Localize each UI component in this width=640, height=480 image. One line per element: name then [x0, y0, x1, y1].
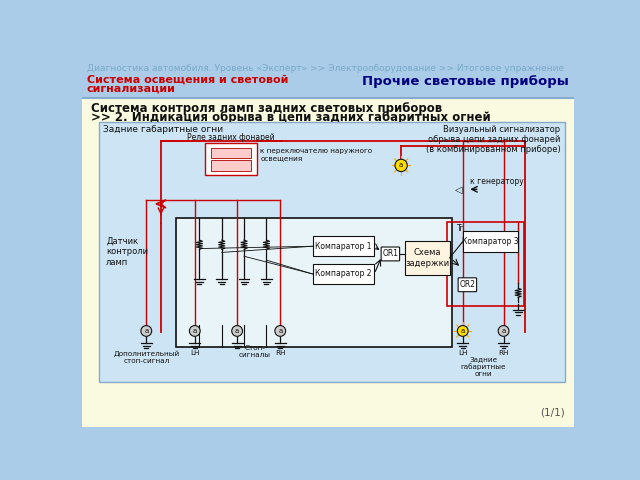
- Text: Диагностика автомобиля. Уровень «Эксперт» >> Электрооборудование >> Итоговое упр: Диагностика автомобиля. Уровень «Эксперт…: [87, 64, 564, 73]
- Text: Реле задних фонарей: Реле задних фонарей: [187, 132, 275, 142]
- Text: Tr: Tr: [456, 224, 463, 233]
- Text: Датчик
контроли
ламп: Датчик контроли ламп: [106, 237, 148, 266]
- Circle shape: [498, 325, 509, 336]
- Text: a: a: [193, 328, 197, 334]
- Circle shape: [232, 325, 243, 336]
- Bar: [205, 143, 257, 175]
- Bar: [211, 160, 251, 171]
- Circle shape: [458, 325, 468, 336]
- Text: Задние
габаритные
огни: Задние габаритные огни: [460, 356, 506, 377]
- Text: Визуальный сигнализатор
обрыва цепи задних фонарей
(в комбинированном приборе): Визуальный сигнализатор обрыва цепи задн…: [426, 125, 561, 155]
- Text: Стоп-
сигналы: Стоп- сигналы: [239, 345, 271, 358]
- Text: a: a: [461, 328, 465, 334]
- Bar: [176, 218, 452, 347]
- Text: Схема
задержки: Схема задержки: [405, 248, 449, 267]
- Text: Компаратор 1: Компаратор 1: [315, 242, 372, 251]
- Text: к переключателю наружного
освещения: к переключателю наружного освещения: [260, 148, 372, 161]
- Bar: [463, 231, 518, 252]
- Text: a: a: [399, 162, 403, 168]
- Text: Прочие световые приборы: Прочие световые приборы: [362, 74, 569, 87]
- Text: a: a: [278, 328, 282, 334]
- Text: LH: LH: [190, 350, 200, 356]
- Bar: [99, 121, 565, 382]
- Text: сигнализации: сигнализации: [87, 84, 176, 94]
- Text: Система освещения и световой: Система освещения и световой: [87, 74, 289, 84]
- Text: OR1: OR1: [382, 250, 398, 258]
- Text: к генератору: к генератору: [470, 177, 524, 186]
- Bar: [82, 58, 575, 100]
- Text: >> 2. Индикация обрыва в цепи задних габаритных огней: >> 2. Индикация обрыва в цепи задних габ…: [91, 111, 491, 124]
- Text: Дополнительный
стоп-сигнал: Дополнительный стоп-сигнал: [113, 350, 179, 364]
- Text: RH: RH: [275, 350, 285, 356]
- Text: a: a: [501, 328, 506, 334]
- Bar: [312, 236, 374, 256]
- Text: LH: LH: [458, 350, 467, 356]
- Circle shape: [141, 325, 152, 336]
- Bar: [211, 148, 251, 158]
- Text: Компаратор 3: Компаратор 3: [462, 237, 519, 246]
- Bar: [447, 222, 524, 306]
- Text: Компаратор 2: Компаратор 2: [315, 269, 372, 278]
- Bar: [405, 241, 450, 275]
- Circle shape: [395, 159, 407, 171]
- FancyBboxPatch shape: [458, 278, 477, 292]
- Circle shape: [189, 325, 200, 336]
- Text: OR2: OR2: [460, 280, 476, 289]
- Text: ◁: ◁: [455, 184, 463, 194]
- Text: Система контроля ламп задних световых приборов: Система контроля ламп задних световых пр…: [91, 102, 442, 115]
- Text: RH: RH: [499, 350, 509, 356]
- Text: (1/1): (1/1): [540, 408, 565, 418]
- Circle shape: [275, 325, 285, 336]
- Bar: [312, 264, 374, 284]
- Text: a: a: [235, 328, 239, 334]
- FancyBboxPatch shape: [381, 247, 399, 261]
- Text: a: a: [144, 328, 148, 334]
- Text: Задние габаритные огни: Задние габаритные огни: [103, 125, 223, 133]
- Bar: [82, 97, 575, 427]
